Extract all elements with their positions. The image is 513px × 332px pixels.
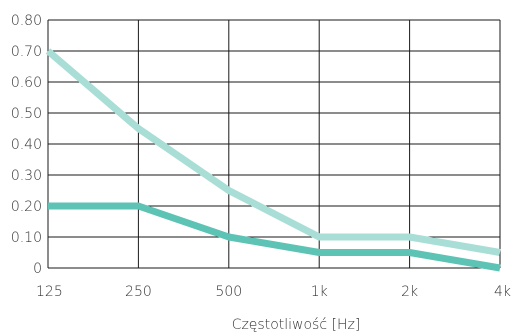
y-tick-label: 0.40 — [11, 137, 42, 153]
x-tick-label: 1k — [311, 284, 328, 300]
x-tick-label: 500 — [215, 284, 242, 300]
x-axis-tick-labels: 125 250 500 1k 2k 4k — [36, 284, 511, 300]
y-tick-label: 0.10 — [11, 230, 42, 246]
chart-grid — [47, 19, 501, 269]
y-tick-label: 0.50 — [11, 106, 42, 122]
x-tick-label: 2k — [401, 284, 418, 300]
x-axis-label: Częstotliwość [Hz] — [232, 317, 361, 332]
y-tick-label: 0 — [33, 261, 42, 277]
y-tick-label: 0.20 — [11, 199, 42, 215]
y-tick-label: 0.70 — [11, 44, 42, 60]
x-tick-label: 125 — [36, 284, 63, 300]
x-tick-label: 250 — [125, 284, 152, 300]
y-axis-tick-labels: 0 0.10 0.20 0.30 0.40 0.50 0.60 0.70 0.80 — [11, 13, 42, 277]
chart-series — [45, 48, 501, 272]
series-line-2 — [48, 202, 501, 272]
y-tick-label: 0.60 — [11, 75, 42, 91]
y-tick-label: 0.30 — [11, 168, 42, 184]
series-line-1 — [45, 48, 501, 256]
y-tick-label: 0.80 — [11, 13, 42, 29]
x-tick-label: 4k — [494, 284, 511, 300]
